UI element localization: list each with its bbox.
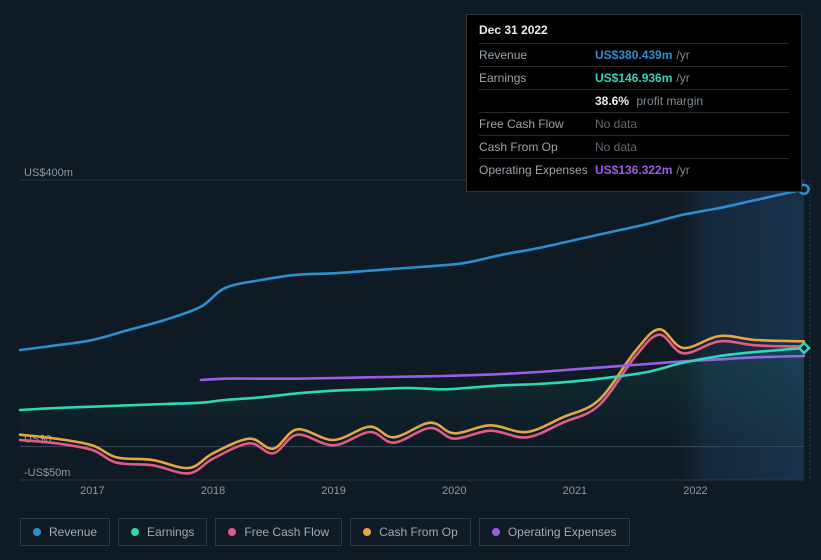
tooltip-row: RevenueUS$380.439m/yr xyxy=(479,43,789,66)
legend-item-earnings[interactable]: Earnings xyxy=(118,518,207,546)
tooltip-row-label: Revenue xyxy=(479,48,595,62)
legend-item-cash-from-op[interactable]: Cash From Op xyxy=(350,518,471,546)
legend-dot xyxy=(33,528,41,536)
svg-text:US$400m: US$400m xyxy=(24,167,73,179)
tooltip-row-nodata: No data xyxy=(595,140,637,154)
legend: Revenue Earnings Free Cash Flow Cash From O… xyxy=(20,518,630,546)
tooltip-row: Cash From OpNo data xyxy=(479,135,789,158)
tooltip-row-nodata: No data xyxy=(595,117,637,131)
legend-dot xyxy=(228,528,236,536)
tooltip-row-label: Earnings xyxy=(479,71,595,85)
legend-dot xyxy=(131,528,139,536)
svg-text:2017: 2017 xyxy=(80,485,104,497)
tooltip-row: Operating ExpensesUS$136.322m/yr xyxy=(479,158,789,181)
tooltip-date: Dec 31 2022 xyxy=(479,23,789,37)
tooltip-row: EarningsUS$146.936m/yr xyxy=(479,66,789,89)
svg-text:2018: 2018 xyxy=(201,485,225,497)
legend-label: Revenue xyxy=(49,525,97,539)
legend-item-free-cash-flow[interactable]: Free Cash Flow xyxy=(215,518,342,546)
tooltip-row-value: US$146.936m/yr xyxy=(595,71,690,85)
legend-label: Earnings xyxy=(147,525,194,539)
tooltip-row-value: US$380.439m/yr xyxy=(595,48,690,62)
tooltip-row-label xyxy=(479,94,595,108)
tooltip-row: 38.6% profit margin xyxy=(479,89,789,112)
tooltip-row-plain: 38.6% profit margin xyxy=(595,94,703,108)
legend-label: Operating Expenses xyxy=(508,525,617,539)
legend-label: Cash From Op xyxy=(379,525,458,539)
tooltip-row: Free Cash FlowNo data xyxy=(479,112,789,135)
svg-text:2021: 2021 xyxy=(563,485,587,497)
tooltip-row-label: Free Cash Flow xyxy=(479,117,595,131)
svg-text:2020: 2020 xyxy=(442,485,466,497)
tooltip-row-value: US$136.322m/yr xyxy=(595,163,690,177)
tooltip-row-label: Cash From Op xyxy=(479,140,595,154)
svg-text:2022: 2022 xyxy=(683,485,707,497)
legend-item-operating-expenses[interactable]: Operating Expenses xyxy=(479,518,630,546)
legend-item-revenue[interactable]: Revenue xyxy=(20,518,110,546)
legend-label: Free Cash Flow xyxy=(244,525,329,539)
tooltip-row-label: Operating Expenses xyxy=(479,163,595,177)
svg-text:-US$50m: -US$50m xyxy=(24,467,70,479)
legend-dot xyxy=(492,528,500,536)
svg-text:2019: 2019 xyxy=(321,485,345,497)
chart-tooltip: Dec 31 2022 RevenueUS$380.439m/yrEarning… xyxy=(466,14,802,192)
legend-dot xyxy=(363,528,371,536)
